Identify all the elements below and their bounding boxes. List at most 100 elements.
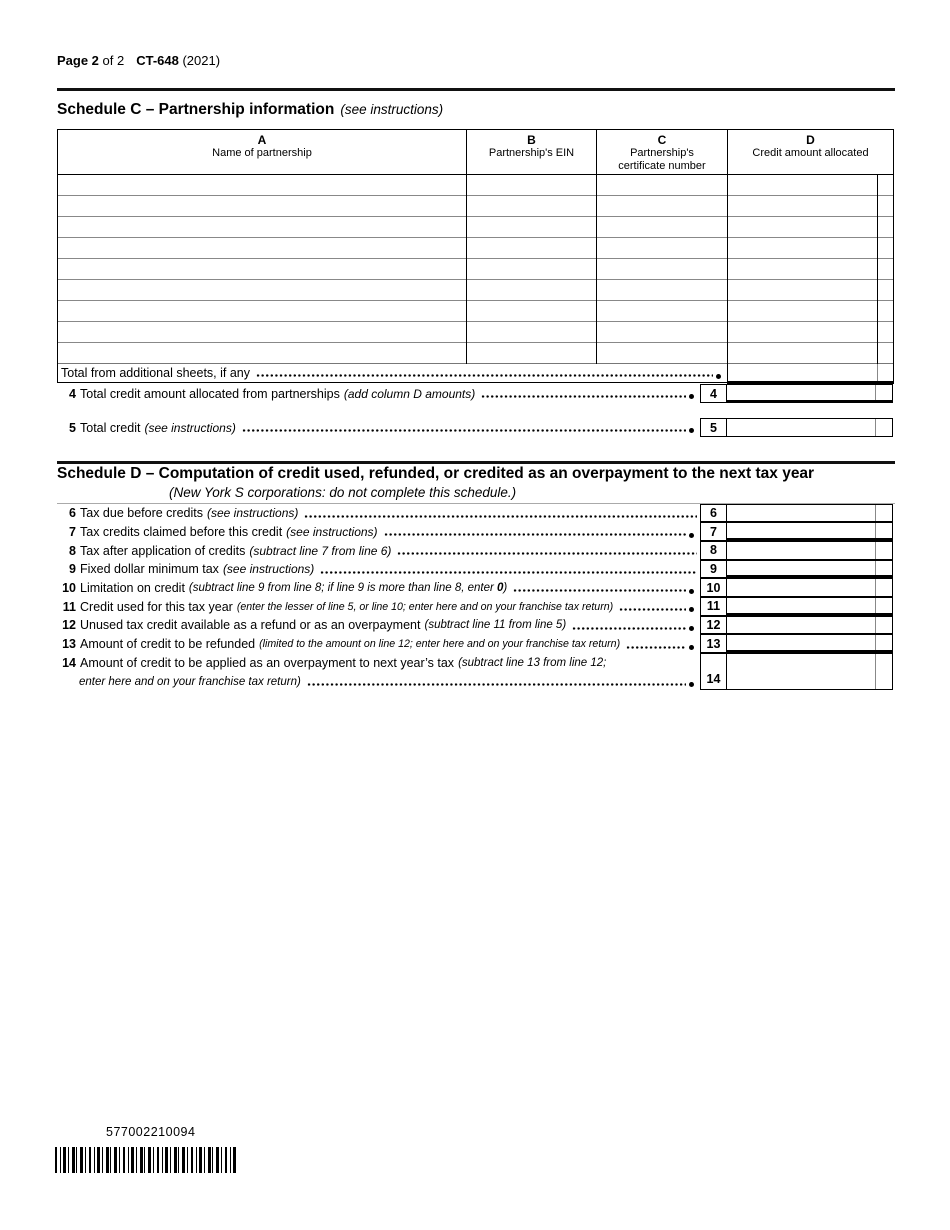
cents-divider[interactable] — [875, 579, 892, 596]
entry-dot-icon — [689, 428, 694, 433]
cents-divider[interactable] — [875, 419, 892, 436]
cents-divider[interactable] — [875, 597, 892, 613]
line-number-box: 12 — [700, 615, 727, 635]
page-number-label: Page 2 — [57, 53, 99, 68]
partnership-name-field[interactable] — [57, 216, 467, 238]
credit-cents-field[interactable] — [877, 321, 894, 343]
total-additional-sheets-cents-field[interactable] — [877, 363, 894, 384]
line-13-amount-field[interactable] — [727, 634, 893, 653]
line-instruction: (add column D amounts) — [343, 386, 476, 401]
line-10-amount-field[interactable] — [727, 578, 893, 597]
line-instruction: (subtract line 13 from line 12; — [458, 656, 607, 669]
line-4-amount-field[interactable] — [727, 384, 893, 403]
partnership-name-field[interactable] — [57, 342, 467, 364]
line-instruction: (see instructions) — [222, 562, 315, 577]
dotted-leader — [626, 644, 686, 650]
cents-divider[interactable] — [875, 560, 892, 576]
column-header-d: D Credit amount allocated — [727, 129, 894, 175]
credit-amount-field[interactable] — [727, 279, 878, 301]
partnership-name-field[interactable] — [57, 237, 467, 259]
certificate-number-field[interactable] — [596, 174, 728, 196]
partnership-name-field[interactable] — [57, 279, 467, 301]
credit-amount-field[interactable] — [727, 300, 878, 322]
line-label: Tax credits claimed before this credit — [80, 525, 283, 540]
partnership-ein-field[interactable] — [466, 342, 597, 364]
dotted-leader — [383, 532, 686, 538]
credit-cents-field[interactable] — [877, 258, 894, 280]
partnership-ein-field[interactable] — [466, 300, 597, 322]
line-number: 8 — [69, 543, 76, 558]
certificate-number-field[interactable] — [596, 258, 728, 280]
entry-dot-icon — [689, 394, 694, 399]
credit-cents-field[interactable] — [877, 195, 894, 217]
certificate-number-field[interactable] — [596, 237, 728, 259]
line-number-box: 14 — [700, 653, 727, 691]
cents-divider[interactable] — [875, 523, 892, 538]
credit-cents-field[interactable] — [877, 279, 894, 301]
cents-divider[interactable] — [875, 385, 892, 400]
line-label: Tax after application of credits — [80, 543, 246, 558]
cents-divider[interactable] — [875, 635, 892, 650]
line-label: Limitation on credit — [80, 581, 185, 596]
dotted-leader — [320, 569, 697, 575]
line-number: 10 — [62, 581, 76, 596]
schedule-c-title-note: (see instructions) — [340, 102, 444, 117]
line-number-box: 7 — [700, 522, 727, 541]
schedule-d-top-hairline — [57, 503, 895, 504]
line-8-amount-field[interactable] — [727, 540, 893, 560]
cents-divider[interactable] — [875, 616, 892, 634]
cents-divider[interactable] — [875, 504, 892, 522]
certificate-number-field[interactable] — [596, 216, 728, 238]
partnership-name-field[interactable] — [57, 258, 467, 280]
line-6-amount-field[interactable] — [727, 503, 893, 523]
partnership-ein-field[interactable] — [466, 258, 597, 280]
credit-cents-field[interactable] — [877, 342, 894, 364]
line-number-box: 6 — [700, 503, 727, 523]
partnership-ein-field[interactable] — [466, 216, 597, 238]
partnership-name-field[interactable] — [57, 300, 467, 322]
credit-amount-field[interactable] — [727, 195, 878, 217]
line-instruction: (see instructions) — [286, 525, 378, 540]
line-9-amount-field[interactable] — [727, 559, 893, 579]
line-11-amount-field[interactable] — [727, 596, 893, 616]
credit-amount-field[interactable] — [727, 321, 878, 343]
partnership-name-field[interactable] — [57, 195, 467, 217]
partnership-name-field[interactable] — [57, 321, 467, 343]
certificate-number-field[interactable] — [596, 342, 728, 364]
line-12-amount-field[interactable] — [727, 615, 893, 635]
partnership-ein-field[interactable] — [466, 237, 597, 259]
partnership-ein-field[interactable] — [466, 195, 597, 217]
partnership-ein-field[interactable] — [466, 321, 597, 343]
cents-divider[interactable] — [875, 541, 892, 559]
line-13-row: 13 Amount of credit to be refunded (limi… — [57, 634, 893, 654]
certificate-number-field[interactable] — [596, 195, 728, 217]
credit-cents-field[interactable] — [877, 216, 894, 238]
line-14-amount-field[interactable] — [727, 653, 893, 691]
credit-amount-field[interactable] — [727, 216, 878, 238]
line-label: Amount of credit to be refunded — [80, 637, 256, 652]
line-7-amount-field[interactable] — [727, 522, 893, 541]
certificate-number-field[interactable] — [596, 321, 728, 343]
cents-divider[interactable] — [875, 654, 892, 690]
partnership-ein-field[interactable] — [466, 174, 597, 196]
line-number: 12 — [62, 618, 76, 633]
credit-amount-field[interactable] — [727, 258, 878, 280]
entry-dot-icon — [689, 682, 694, 688]
partnership-ein-field[interactable] — [466, 279, 597, 301]
certificate-number-field[interactable] — [596, 279, 728, 301]
line-5-amount-field[interactable] — [727, 418, 893, 437]
total-additional-sheets-amount-field[interactable] — [727, 363, 878, 384]
partnership-name-field[interactable] — [57, 174, 467, 196]
credit-amount-field[interactable] — [727, 342, 878, 364]
line-label: Total credit — [80, 420, 141, 435]
certificate-number-field[interactable] — [596, 300, 728, 322]
credit-cents-field[interactable] — [877, 300, 894, 322]
credit-amount-field[interactable] — [727, 237, 878, 259]
line-instruction: (limited to the amount on line 12; enter… — [259, 638, 621, 651]
credit-cents-field[interactable] — [877, 237, 894, 259]
credit-amount-field[interactable] — [727, 174, 878, 196]
line-4-row: 4 Total credit amount allocated from par… — [57, 384, 893, 403]
credit-cents-field[interactable] — [877, 174, 894, 196]
line-11-row: 11 Credit used for this tax year (enter … — [57, 596, 893, 616]
entry-dot-icon — [689, 607, 694, 613]
